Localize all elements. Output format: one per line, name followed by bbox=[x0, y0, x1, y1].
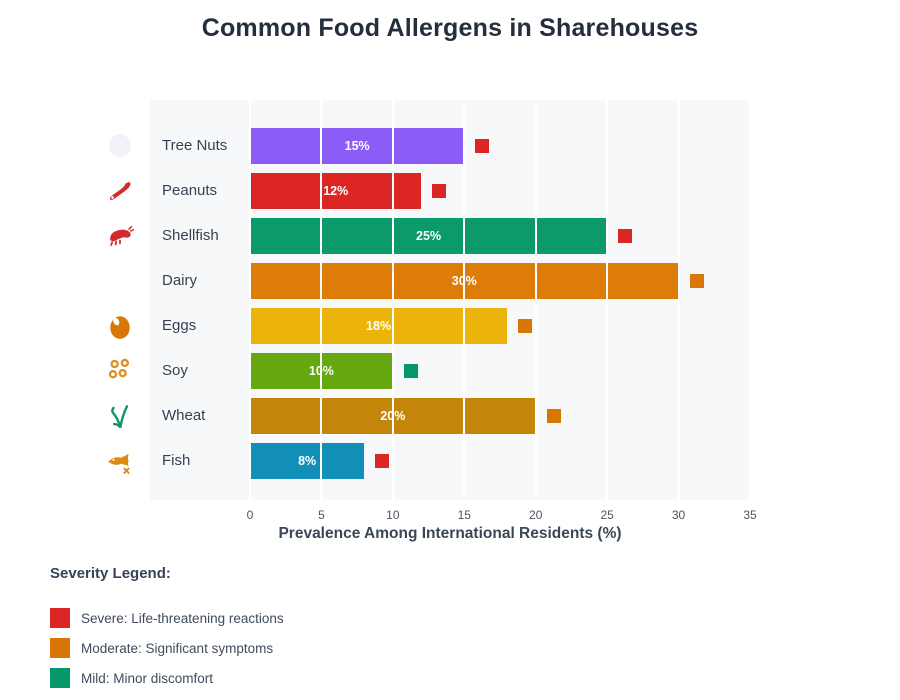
legend-item-label: Moderate: Significant symptoms bbox=[81, 640, 274, 656]
category-label: Eggs bbox=[162, 317, 197, 334]
severity-marker-severe bbox=[375, 454, 390, 468]
gridline bbox=[249, 100, 251, 500]
severity-marker-mild bbox=[403, 364, 418, 378]
gridline bbox=[606, 100, 609, 500]
milk-icon bbox=[106, 267, 134, 295]
x-tick-label: 35 bbox=[743, 508, 757, 522]
severity-marker-severe bbox=[618, 229, 633, 243]
gridline bbox=[534, 100, 537, 500]
fish-icon bbox=[106, 447, 134, 475]
bar-value-label: 8% bbox=[298, 454, 317, 468]
gridline bbox=[749, 100, 751, 500]
category-label: Fish bbox=[162, 452, 191, 469]
x-tick-label: 5 bbox=[318, 508, 325, 522]
gridline bbox=[320, 100, 323, 500]
category-label: Dairy bbox=[162, 272, 198, 289]
legend-item-label: Mild: Minor discomfort bbox=[81, 670, 214, 686]
x-tick-label: 25 bbox=[600, 508, 614, 522]
legend-heading: Severity Legend: bbox=[50, 565, 171, 582]
bar-tree-nuts bbox=[250, 128, 465, 164]
tree-nut-icon bbox=[106, 132, 134, 160]
severity-marker-severe bbox=[475, 139, 490, 153]
x-tick-label: 0 bbox=[246, 508, 254, 522]
bar-value-label: 12% bbox=[323, 184, 349, 198]
bar-value-label: 20% bbox=[380, 409, 406, 423]
bar-fish bbox=[250, 443, 365, 479]
bar-value-label: 10% bbox=[308, 364, 334, 378]
legend-item-label: Severe: Life-threatening reactions bbox=[81, 610, 284, 626]
x-tick-label: 15 bbox=[457, 508, 471, 522]
gridline bbox=[677, 100, 680, 500]
x-axis-label: Prevalence Among International Residents… bbox=[278, 525, 622, 542]
bar-value-label: 18% bbox=[366, 319, 392, 333]
chart-title: Common Food Allergens in Sharehouses bbox=[201, 14, 699, 42]
severity-marker-severe bbox=[432, 184, 447, 198]
category-label: Peanuts bbox=[162, 182, 218, 199]
severity-marker-moderate bbox=[546, 409, 561, 423]
gridline bbox=[463, 100, 466, 500]
plot-area: Tree Nuts 15% Peanuts 12% Shellfish 25% Dairy 3… bbox=[150, 100, 751, 500]
bar-value-label: 25% bbox=[416, 229, 442, 243]
x-tick-label: 30 bbox=[671, 508, 686, 522]
legend-item-moderate: Moderate: Significant symptoms bbox=[50, 638, 284, 658]
severe-swatch-icon bbox=[50, 608, 70, 628]
wheat-sprout-icon bbox=[106, 402, 134, 430]
category-label: Soy bbox=[162, 362, 188, 379]
severity-marker-moderate bbox=[518, 319, 533, 333]
bar-value-label: 30% bbox=[451, 274, 477, 288]
gridline bbox=[391, 100, 394, 500]
severity-legend: Severity Legend: Severe: Life-threatenin… bbox=[50, 565, 284, 698]
soybeans-icon bbox=[106, 357, 134, 385]
mild-swatch-icon bbox=[50, 668, 70, 688]
category-label: Wheat bbox=[162, 407, 206, 424]
peanut-icon bbox=[106, 177, 134, 205]
legend-item-severe: Severe: Life-threatening reactions bbox=[50, 608, 284, 628]
legend-item-mild: Mild: Minor discomfort bbox=[50, 668, 284, 688]
x-tick-label: 10 bbox=[386, 508, 400, 522]
category-label: Shellfish bbox=[162, 227, 219, 244]
bar-value-label: 15% bbox=[344, 139, 370, 153]
severity-marker-moderate bbox=[689, 274, 704, 288]
category-label: Tree Nuts bbox=[162, 137, 228, 154]
egg-icon bbox=[106, 312, 134, 340]
shrimp-icon bbox=[106, 222, 135, 250]
bar-shellfish bbox=[250, 218, 608, 254]
moderate-swatch-icon bbox=[50, 638, 70, 658]
x-tick-label: 20 bbox=[529, 508, 543, 522]
